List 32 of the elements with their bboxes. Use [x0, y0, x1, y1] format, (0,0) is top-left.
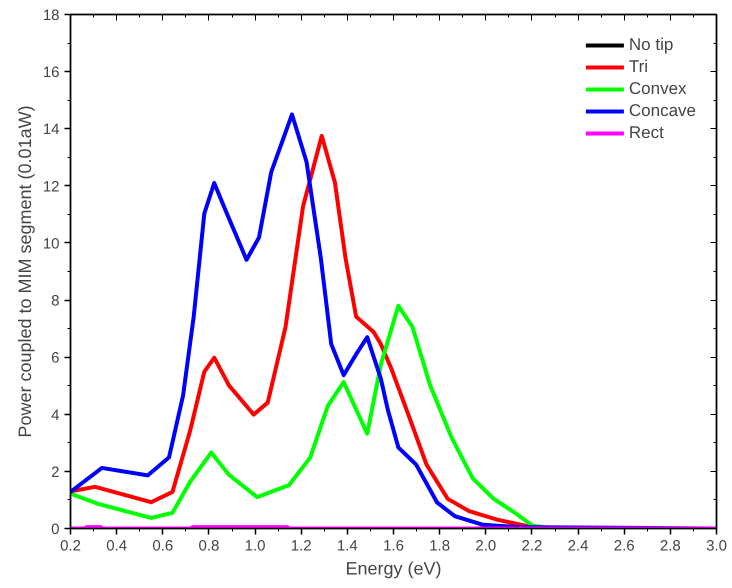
x-tick-label: 2.8	[660, 538, 681, 554]
x-tick-label: 0.2	[60, 538, 81, 554]
y-tick-label: 2	[51, 464, 60, 481]
x-tick-label: 2.2	[522, 538, 542, 554]
y-tick-label: 0	[51, 521, 60, 538]
x-tick-label: 1.6	[383, 538, 404, 554]
y-tick-label: 14	[42, 121, 60, 138]
y-axis-title: Power coupled to MIM segment (0.01aW)	[14, 105, 35, 438]
x-tick-label: 0.6	[152, 538, 174, 554]
legend-label: Rect	[628, 122, 664, 144]
y-tick-label: 10	[42, 235, 60, 252]
x-tick-label: 1.4	[336, 538, 358, 554]
legend-label: Concave	[628, 100, 696, 122]
x-tick-label: 2.6	[614, 538, 635, 554]
x-axis-title: Energy (eV)	[345, 558, 442, 578]
y-tick-label: 12	[42, 178, 60, 196]
x-tick-label: 0.4	[106, 538, 128, 554]
y-tick-label: 18	[42, 7, 60, 24]
x-tick-label: 3.0	[706, 538, 727, 554]
y-tick-label: 6	[51, 350, 60, 367]
x-tick-label: 2.0	[475, 538, 496, 554]
legend-label: Tri	[628, 56, 649, 78]
legend-label: No tip	[628, 34, 674, 56]
legend-label: Convex	[628, 78, 687, 100]
y-tick-label: 16	[42, 64, 60, 82]
x-tick-label: 1.2	[290, 538, 312, 554]
y-tick-label: 4	[51, 406, 60, 424]
x-tick-label: 0.8	[198, 538, 220, 554]
x-tick-label: 1.0	[244, 538, 266, 554]
x-tick-label: 2.4	[568, 538, 589, 554]
y-tick-label: 8	[51, 292, 60, 310]
x-tick-label: 1.8	[429, 538, 450, 554]
